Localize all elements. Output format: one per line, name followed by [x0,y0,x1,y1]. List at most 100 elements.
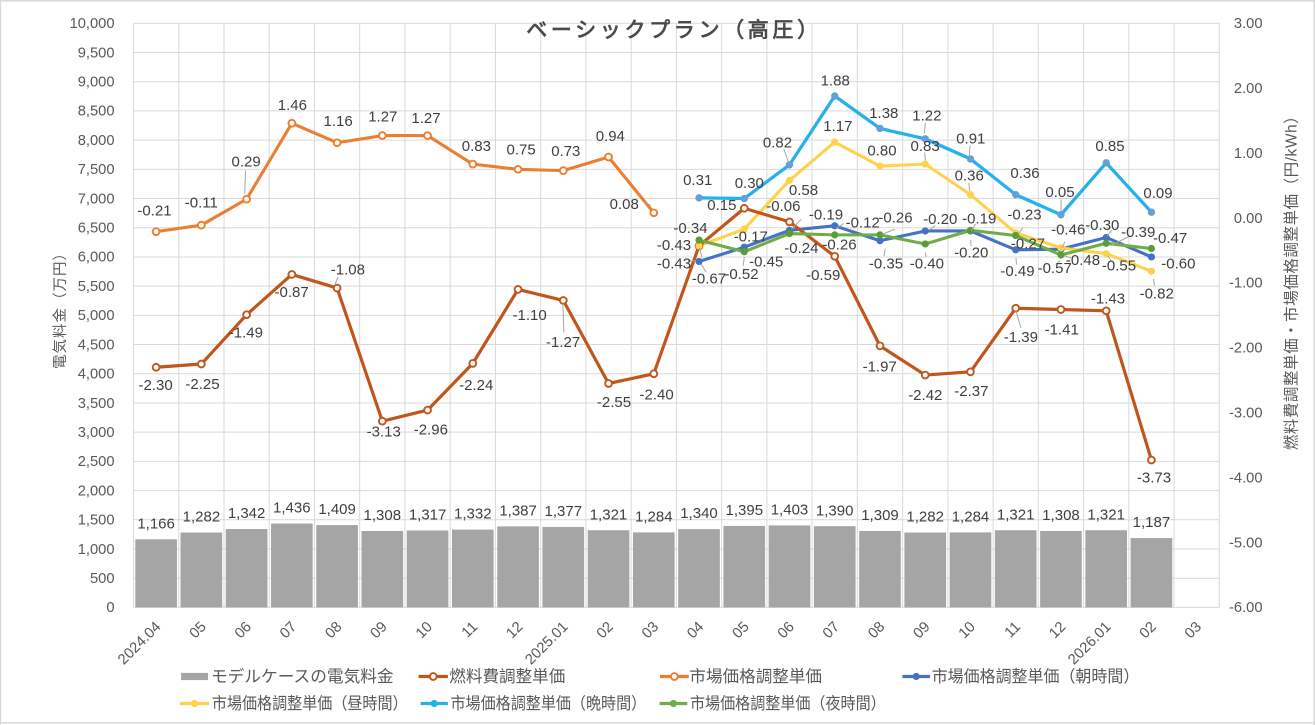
svg-text:4,500: 4,500 [78,337,115,353]
svg-text:-1.39: -1.39 [1004,329,1038,346]
svg-text:-2.42: -2.42 [908,387,942,404]
svg-text:-3.73: -3.73 [1137,470,1171,487]
svg-text:500: 500 [90,571,115,587]
svg-text:0.83: 0.83 [462,138,491,155]
svg-text:市場価格調整単価（夜時間）: 市場価格調整単価（夜時間） [690,694,886,713]
svg-text:1,166: 1,166 [137,515,175,532]
svg-text:-2.40: -2.40 [639,387,673,404]
svg-text:-0.49: -0.49 [1000,263,1034,280]
svg-text:0.09: 0.09 [1143,185,1172,202]
svg-text:1,403: 1,403 [771,502,809,519]
svg-text:燃料費調整単価: 燃料費調整単価 [449,667,565,686]
svg-text:-0.34: -0.34 [673,220,707,237]
svg-text:8,500: 8,500 [78,104,115,120]
svg-text:1,284: 1,284 [952,509,990,526]
svg-text:-0.17: -0.17 [734,228,768,245]
svg-text:2.00: 2.00 [1234,81,1263,97]
svg-text:2,000: 2,000 [78,483,115,499]
svg-text:-0.19: -0.19 [809,207,843,224]
svg-text:-0.48: -0.48 [1066,252,1100,269]
svg-text:0.36: 0.36 [955,168,984,185]
svg-text:1.27: 1.27 [411,110,440,127]
svg-text:1,436: 1,436 [273,500,311,517]
svg-text:-0.12: -0.12 [846,215,880,232]
svg-text:1.16: 1.16 [323,113,352,130]
svg-text:1,321: 1,321 [590,506,628,523]
svg-text:-2.37: -2.37 [954,383,988,400]
svg-text:-0.26: -0.26 [822,236,856,253]
svg-text:1,308: 1,308 [364,507,402,524]
svg-text:-0.11: -0.11 [185,195,218,212]
svg-text:-2.30: -2.30 [138,377,172,394]
svg-text:0.82: 0.82 [763,135,792,152]
svg-text:0.83: 0.83 [910,138,939,155]
svg-text:-1.41: -1.41 [1045,322,1079,339]
svg-text:-1.10: -1.10 [512,307,546,324]
svg-text:市場価格調整単価（朝時間）: 市場価格調整単価（朝時間） [932,667,1140,686]
svg-text:-0.43: -0.43 [657,256,691,273]
svg-text:-6.00: -6.00 [1229,600,1262,616]
svg-text:1.38: 1.38 [869,105,898,122]
svg-text:1,282: 1,282 [906,509,944,526]
svg-text:-2.24: -2.24 [459,377,493,394]
svg-text:1.17: 1.17 [823,118,852,135]
svg-text:7,000: 7,000 [78,191,115,207]
svg-text:9,000: 9,000 [78,75,115,91]
svg-text:0.05: 0.05 [1045,184,1074,201]
svg-text:0.00: 0.00 [1234,211,1263,227]
svg-text:モデルケースの電気料金: モデルケースの電気料金 [211,666,394,686]
svg-text:市場価格調整単価（晩時間）: 市場価格調整単価（晩時間） [451,694,647,713]
svg-text:燃料費調整単価・市場価格調整単価（円/kWh）: 燃料費調整単価・市場価格調整単価（円/kWh） [1283,108,1301,450]
svg-text:5,000: 5,000 [78,308,115,324]
svg-text:0.75: 0.75 [506,141,535,158]
svg-text:0.58: 0.58 [789,182,818,199]
svg-text:7,500: 7,500 [78,162,115,178]
svg-text:1,340: 1,340 [680,505,718,522]
svg-text:-0.47: -0.47 [1153,230,1187,247]
svg-text:1,377: 1,377 [545,503,583,520]
svg-text:-0.52: -0.52 [724,266,758,283]
svg-text:0.73: 0.73 [551,143,580,160]
svg-text:2,500: 2,500 [78,454,115,470]
svg-text:1.88: 1.88 [821,73,850,90]
svg-text:0.15: 0.15 [707,197,736,214]
svg-text:1.27: 1.27 [368,108,397,125]
svg-text:0.85: 0.85 [1095,138,1124,155]
svg-text:0.91: 0.91 [956,130,985,147]
svg-text:1,282: 1,282 [183,509,221,526]
svg-text:3,000: 3,000 [78,425,115,441]
svg-text:-0.06: -0.06 [766,198,800,215]
svg-text:5,500: 5,500 [78,279,115,295]
svg-text:-5.00: -5.00 [1229,535,1262,551]
svg-text:0: 0 [106,600,114,616]
svg-text:1,321: 1,321 [1087,506,1125,523]
svg-text:9,500: 9,500 [78,45,115,61]
svg-text:3.00: 3.00 [1234,16,1263,32]
svg-text:0.94: 0.94 [596,128,625,145]
svg-text:0.31: 0.31 [683,172,712,189]
svg-text:-0.40: -0.40 [910,256,944,273]
svg-text:電気料金（万円）: 電気料金（万円） [52,245,69,369]
svg-text:-2.55: -2.55 [597,394,631,411]
svg-text:-0.45: -0.45 [749,254,783,271]
svg-text:-0.20: -0.20 [923,211,957,228]
svg-text:-0.46: -0.46 [1051,222,1085,239]
svg-text:-1.43: -1.43 [1091,290,1125,307]
svg-text:1,342: 1,342 [228,505,266,522]
svg-text:6,000: 6,000 [78,250,115,266]
svg-text:ベーシックプラン（高圧）: ベーシックプラン（高圧） [526,18,822,42]
svg-text:-0.39: -0.39 [1121,224,1155,241]
svg-text:市場価格調整単価: 市場価格調整単価 [689,667,822,686]
svg-text:1,387: 1,387 [499,503,537,520]
svg-text:1,308: 1,308 [1042,507,1080,524]
svg-text:1.00: 1.00 [1234,146,1263,162]
svg-text:-2.25: -2.25 [185,376,219,393]
svg-text:1,409: 1,409 [318,501,356,518]
svg-text:-1.08: -1.08 [331,262,365,279]
svg-text:-0.57: -0.57 [1038,260,1072,277]
svg-text:1,187: 1,187 [1133,514,1171,531]
svg-text:-0.26: -0.26 [878,210,912,227]
svg-text:0.36: 0.36 [1010,165,1039,182]
svg-text:-0.82: -0.82 [1140,285,1174,302]
svg-text:-1.00: -1.00 [1229,276,1262,292]
